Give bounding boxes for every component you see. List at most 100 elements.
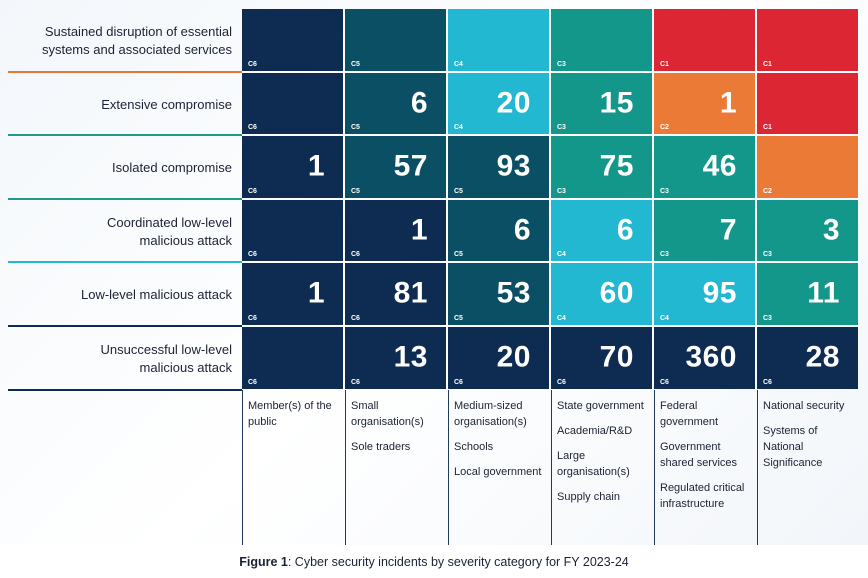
incident-count: 81	[393, 276, 428, 310]
matrix-cell: 28 C6	[757, 327, 858, 389]
matrix-cell: C6	[242, 73, 343, 134]
matrix-cell: 93 C5	[448, 136, 549, 198]
category-code: C6	[248, 379, 257, 386]
row-label: Unsuccessful low-level malicious attack	[100, 342, 233, 375]
category-code: C5	[454, 251, 463, 258]
column-entity: Medium-sized organisation(s)	[454, 400, 527, 428]
matrix-cell: C6	[242, 9, 343, 71]
matrix-cell: 11 C3	[757, 263, 858, 325]
category-code: C6	[248, 251, 257, 258]
category-code: C3	[660, 188, 669, 195]
matrix-cell: C1	[654, 9, 755, 71]
category-code: C1	[763, 124, 772, 131]
column-entity: Local government	[454, 466, 542, 478]
severity-matrix: Sustained disruption of essential system…	[8, 9, 859, 545]
matrix-cell: 95 C4	[654, 263, 755, 325]
category-code: C5	[351, 188, 360, 195]
incident-count: 1	[307, 149, 325, 183]
category-code: C5	[454, 315, 463, 322]
row-separator	[8, 71, 242, 73]
column-entity: Regulated critical infrastructure	[660, 482, 745, 510]
matrix-cell: 81 C6	[345, 263, 446, 325]
matrix-cell: 360 C6	[654, 327, 755, 389]
matrix-cell: 1 C2	[654, 73, 755, 134]
matrix-cell: C1	[757, 73, 858, 134]
matrix-cell: C1	[757, 9, 858, 71]
matrix-cell: C2	[757, 136, 858, 198]
row-separator	[8, 325, 242, 327]
column-entity: Supply chain	[557, 491, 620, 503]
category-code: C3	[763, 251, 772, 258]
column-divider	[242, 390, 243, 545]
matrix-cell: 57 C5	[345, 136, 446, 198]
matrix-cell: C4	[448, 9, 549, 71]
category-code: C3	[557, 188, 566, 195]
matrix-cell: 1 C6	[345, 200, 446, 261]
incident-count: 20	[496, 340, 531, 374]
incident-count: 11	[807, 276, 840, 310]
column-divider	[448, 390, 449, 545]
incident-count: 13	[393, 340, 428, 374]
category-code: C5	[454, 188, 463, 195]
column-header: Small organisation(s) Sole traders	[351, 398, 447, 464]
figure-frame: Sustained disruption of essential system…	[0, 0, 868, 545]
column-divider	[345, 390, 346, 545]
matrix-cell: 20 C4	[448, 73, 549, 134]
category-code: C6	[351, 251, 360, 258]
incident-count: 6	[616, 212, 634, 246]
incident-count: 7	[719, 212, 737, 246]
category-code: C2	[660, 124, 669, 131]
incident-count: 70	[599, 340, 634, 374]
row-label: Isolated compromise	[112, 160, 232, 175]
incident-count: 360	[685, 340, 737, 374]
incident-count: 57	[393, 149, 428, 183]
column-header: Member(s) of the public	[248, 398, 344, 439]
category-code: C6	[351, 315, 360, 322]
row-separator	[8, 261, 242, 263]
matrix-cell: 60 C4	[551, 263, 652, 325]
category-code: C1	[763, 61, 772, 68]
matrix-cell: 75 C3	[551, 136, 652, 198]
column-divider	[757, 390, 758, 545]
incident-count: 1	[307, 276, 325, 310]
category-code: C4	[454, 124, 463, 131]
category-code: C3	[557, 61, 566, 68]
column-divider	[551, 390, 552, 545]
incident-count: 1	[719, 85, 737, 119]
caption-prefix: Figure 1	[239, 555, 288, 569]
category-code: C3	[660, 251, 669, 258]
matrix-cell: 53 C5	[448, 263, 549, 325]
incident-count: 53	[496, 276, 531, 310]
column-header: National security Systems of National Sig…	[763, 398, 859, 480]
incident-count: 1	[410, 212, 428, 246]
category-code: C6	[248, 315, 257, 322]
caption-text: : Cyber security incidents by severity c…	[287, 555, 629, 569]
incident-count: 95	[702, 276, 737, 310]
matrix-cell: 70 C6	[551, 327, 652, 389]
category-code: C6	[248, 61, 257, 68]
matrix-cell: 1 C6	[242, 263, 343, 325]
matrix-cell: 6 C5	[448, 200, 549, 261]
matrix-cell: C5	[345, 9, 446, 71]
column-entity: Systems of National Significance	[763, 425, 823, 469]
matrix-cell: C6	[242, 327, 343, 389]
row-label: Extensive compromise	[101, 96, 232, 112]
row-separator	[8, 134, 242, 136]
category-code: C4	[557, 315, 566, 322]
column-entity: State government	[557, 400, 644, 412]
category-code: C6	[248, 188, 257, 195]
category-code: C6	[248, 124, 257, 131]
category-code: C5	[351, 124, 360, 131]
figure-caption: Figure 1: Cyber security incidents by se…	[0, 555, 868, 569]
incident-count: 93	[496, 149, 531, 183]
column-entity: Sole traders	[351, 441, 411, 453]
column-entity: National security	[763, 400, 845, 412]
matrix-cell: 1 C6	[242, 136, 343, 198]
row-separator	[8, 389, 242, 391]
column-entity: Federal government	[660, 400, 719, 428]
category-code: C3	[557, 124, 566, 131]
category-code: C4	[660, 315, 669, 322]
matrix-cell: 13 C6	[345, 327, 446, 389]
incident-count: 15	[599, 85, 634, 119]
category-code: C6	[454, 379, 463, 386]
